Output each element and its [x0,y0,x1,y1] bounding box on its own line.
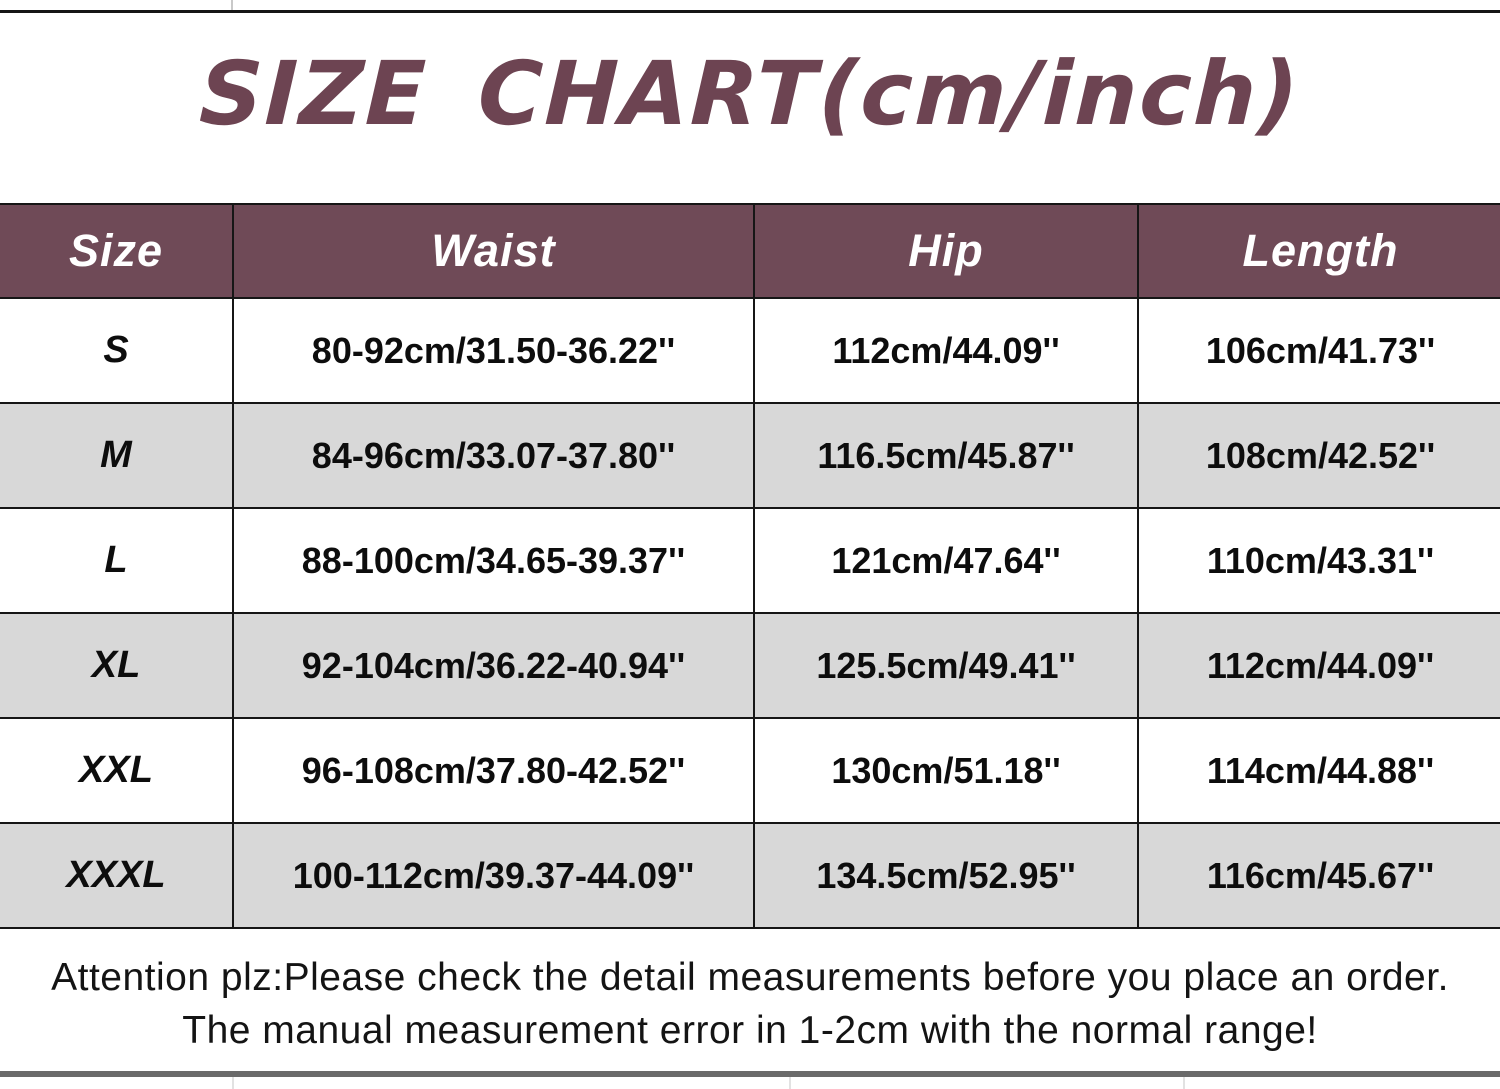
table-row-xl: XL 92-104cm/36.22-40.94'' 125.5cm/49.41'… [0,612,1500,719]
size-chart-table-container: Size Waist Hip Length S 80-92cm/31.50-36… [0,203,1500,929]
length-cell: 106cm/41.73'' [1137,297,1500,404]
cropped-column-tick-top [231,0,233,10]
length-cell: 116cm/45.67'' [1137,822,1500,929]
attention-line-1: Attention plz:Please check the detail me… [51,956,1449,999]
table-row-m: M 84-96cm/33.07-37.80'' 116.5cm/45.87'' … [0,402,1500,509]
waist-cell: 92-104cm/36.22-40.94'' [232,612,755,719]
attention-note: Attention plz:Please check the detail me… [0,952,1500,1057]
bottom-border-rule [0,1071,1500,1077]
column-header-hip: Hip [753,203,1139,299]
hip-cell: 121cm/47.64'' [753,507,1139,614]
hip-cell: 134.5cm/52.95'' [753,822,1139,929]
length-cell: 112cm/44.09'' [1137,612,1500,719]
cropped-column-tick-bottom [232,1077,234,1089]
size-chart-table: Size Waist Hip Length S 80-92cm/31.50-36… [0,203,1500,929]
size-cell: XXXL [0,822,234,929]
size-cell: XL [0,612,234,719]
waist-cell: 88-100cm/34.65-39.37'' [232,507,755,614]
length-cell: 114cm/44.88'' [1137,717,1500,824]
waist-cell: 84-96cm/33.07-37.80'' [232,402,755,509]
page-title: SIZE CHART(cm/inch) [197,42,1303,145]
cropped-column-tick-bottom [789,1077,791,1089]
column-header-length: Length [1137,203,1500,299]
hip-cell: 130cm/51.18'' [753,717,1139,824]
length-cell: 108cm/42.52'' [1137,402,1500,509]
table-row-xxl: XXL 96-108cm/37.80-42.52'' 130cm/51.18''… [0,717,1500,824]
size-cell: XXL [0,717,234,824]
waist-cell: 80-92cm/31.50-36.22'' [232,297,755,404]
attention-line-2: The manual measurement error in 1-2cm wi… [182,1008,1318,1052]
size-cell: S [0,297,234,404]
column-header-waist: Waist [232,203,755,299]
column-header-size: Size [0,203,234,299]
top-border-rule [0,10,1500,13]
size-cell: M [0,402,234,509]
table-row-xxxl: XXXL 100-112cm/39.37-44.09'' 134.5cm/52.… [0,822,1500,929]
header-row: Size Waist Hip Length [0,203,1500,299]
waist-cell: 96-108cm/37.80-42.52'' [232,717,755,824]
table-row-l: L 88-100cm/34.65-39.37'' 121cm/47.64'' 1… [0,507,1500,614]
length-cell: 110cm/43.31'' [1137,507,1500,614]
waist-cell: 100-112cm/39.37-44.09'' [232,822,755,929]
hip-cell: 125.5cm/49.41'' [753,612,1139,719]
size-cell: L [0,507,234,614]
cropped-column-tick-bottom [1183,1077,1185,1089]
hip-cell: 112cm/44.09'' [753,297,1139,404]
hip-cell: 116.5cm/45.87'' [753,402,1139,509]
table-row-s: S 80-92cm/31.50-36.22'' 112cm/44.09'' 10… [0,297,1500,404]
